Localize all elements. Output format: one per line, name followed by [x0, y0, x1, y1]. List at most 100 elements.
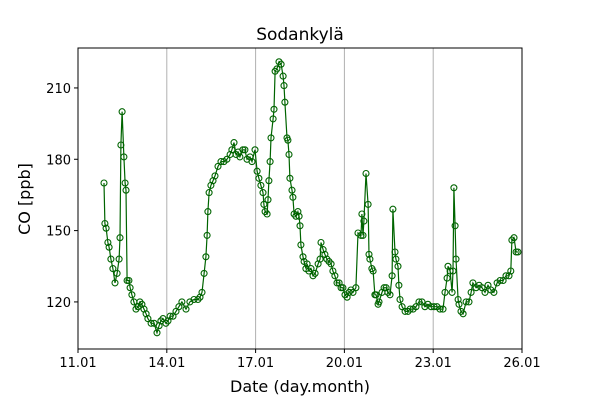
data-point — [490, 288, 498, 296]
data-point — [406, 305, 414, 313]
data-point — [223, 155, 231, 163]
data-point — [430, 303, 438, 311]
data-point — [228, 146, 236, 154]
data-point — [317, 238, 325, 247]
data-point — [333, 279, 341, 287]
data-point — [366, 255, 374, 263]
y-axis: 120 150 180 210 — [46, 82, 78, 311]
data-point — [389, 205, 397, 213]
data-point — [251, 146, 259, 154]
data-point — [388, 272, 396, 280]
data-point — [439, 305, 447, 313]
data-point — [446, 267, 454, 275]
data-point — [289, 193, 297, 201]
data-point — [257, 181, 265, 189]
data-point — [441, 288, 449, 296]
data-point — [121, 179, 129, 187]
data-point — [469, 279, 477, 287]
data-point — [450, 184, 458, 192]
data-point — [307, 265, 315, 273]
data-point — [505, 272, 513, 280]
data-point — [285, 150, 293, 159]
data-point — [358, 210, 366, 218]
data-point — [194, 295, 202, 304]
data-point — [111, 279, 119, 287]
data-point — [182, 305, 190, 313]
data-point — [339, 284, 347, 292]
data-point — [104, 238, 112, 247]
data-point — [372, 291, 380, 299]
data-point — [362, 169, 370, 178]
data-point — [297, 241, 305, 249]
data-point — [178, 298, 186, 306]
x-tick-label: 17.01 — [237, 356, 274, 371]
data-point — [327, 260, 335, 268]
data-point — [467, 288, 475, 296]
data-point — [380, 284, 388, 292]
data-point — [116, 234, 124, 242]
data-point — [394, 262, 402, 270]
data-point — [331, 272, 339, 280]
data-point — [153, 329, 161, 337]
x-tick-label: 14.01 — [148, 356, 185, 371]
data-point — [273, 65, 281, 73]
data-point — [319, 246, 327, 254]
data-point — [217, 158, 225, 166]
data-point — [105, 243, 113, 251]
data-point — [204, 208, 212, 216]
data-point — [265, 177, 273, 185]
data-point — [118, 108, 126, 116]
y-tick-label: 180 — [46, 153, 71, 168]
series-co — [100, 58, 522, 337]
data-point — [481, 288, 489, 296]
data-point — [107, 255, 115, 263]
data-point — [117, 141, 125, 149]
data-point — [382, 284, 390, 292]
chart-title: Sodankylä — [256, 25, 344, 45]
data-point — [386, 291, 394, 299]
data-point — [436, 305, 444, 313]
data-point — [126, 284, 134, 292]
data-point — [270, 105, 278, 113]
data-point — [239, 146, 247, 154]
data-point — [299, 253, 307, 261]
data-point — [352, 284, 360, 292]
data-point — [303, 260, 311, 268]
data-point — [190, 295, 198, 304]
data-point — [294, 208, 302, 216]
data-point — [454, 295, 462, 304]
data-point — [230, 139, 238, 147]
data-point — [109, 265, 117, 273]
y-tick-label: 120 — [46, 296, 71, 311]
data-point — [128, 291, 136, 299]
data-point — [144, 315, 152, 323]
data-point — [269, 115, 277, 123]
data-point — [266, 158, 274, 166]
data-point — [102, 224, 110, 232]
x-tick-label: 11.01 — [59, 356, 96, 371]
data-point — [198, 288, 206, 296]
data-point — [496, 276, 504, 285]
data-point — [203, 231, 211, 239]
data-point — [277, 60, 285, 68]
series-line — [103, 60, 518, 335]
data-point — [281, 98, 289, 106]
gridlines — [166, 48, 434, 349]
data-point — [514, 248, 522, 256]
x-axis-label: Date (day.month) — [230, 377, 370, 396]
data-point — [510, 234, 518, 242]
data-point — [259, 189, 267, 197]
data-point — [443, 274, 451, 282]
data-point — [267, 134, 275, 142]
data-point — [295, 212, 303, 220]
data-point — [452, 255, 460, 263]
data-point — [365, 250, 373, 258]
data-point — [451, 222, 459, 230]
data-point — [248, 158, 256, 166]
data-point — [465, 298, 473, 306]
data-point — [391, 248, 399, 256]
y-tick-label: 150 — [46, 225, 71, 240]
data-point — [200, 269, 208, 277]
data-point — [284, 136, 292, 144]
data-point — [396, 295, 404, 304]
